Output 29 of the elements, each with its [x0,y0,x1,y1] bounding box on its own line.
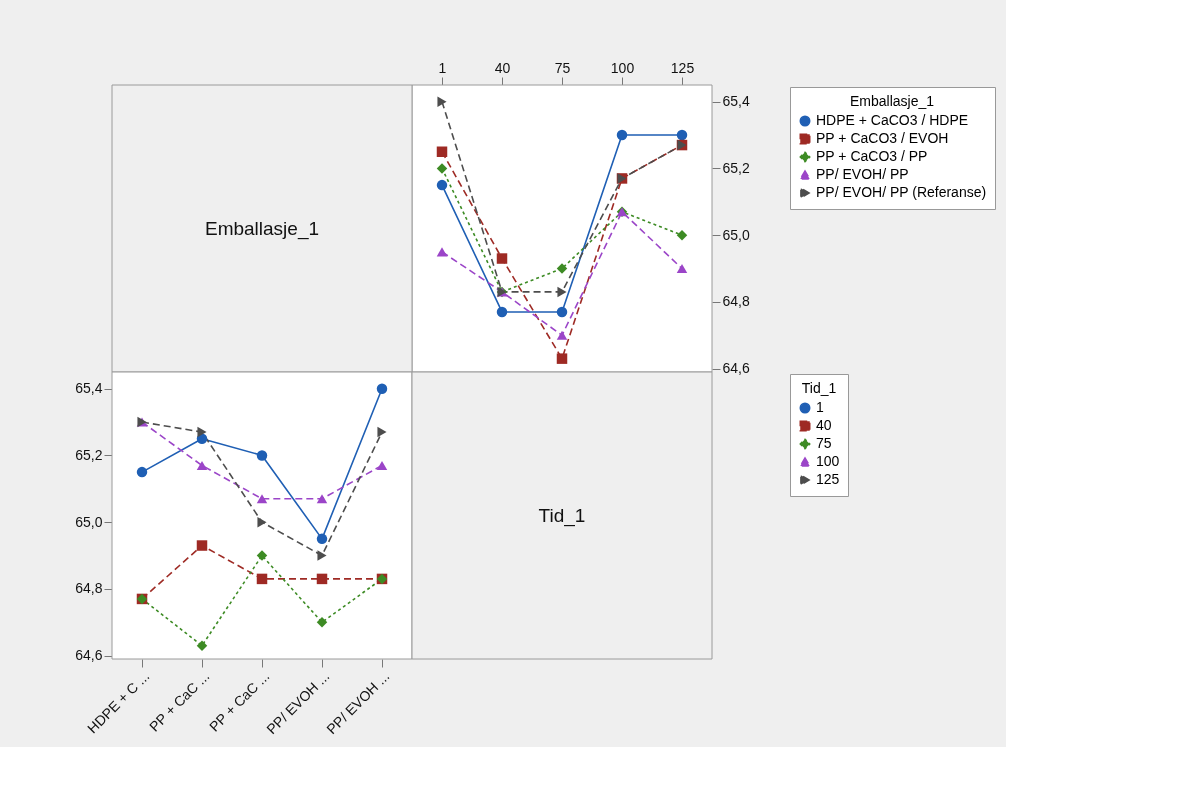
y-tick-label: 65,4 [722,93,750,110]
legend-label: 75 [816,435,832,451]
legend-label: 40 [816,417,832,433]
y-tick-label: 64,6 [722,360,750,377]
text: Tid_1 [538,504,586,527]
legend-title: Emballasje_1 [849,93,935,109]
y-tick-label: 65,2 [75,446,103,463]
y-tick-label: 64,8 [75,580,103,597]
y-tick-label: 65,2 [722,159,750,176]
y-tick-label: 65,0 [75,513,103,530]
legend-label: 125 [816,471,840,487]
x-tick-label: 1 [438,59,447,76]
legend-label: PP + CaCO3 / EVOH [816,130,949,146]
y-tick-label: 65,4 [75,380,103,397]
text: Emballasje_1 [204,217,320,240]
y-tick-label: 65,0 [722,226,750,243]
y-tick-label: 64,6 [75,647,103,664]
legend-label: 100 [816,453,840,469]
x-tick-label: 125 [670,59,695,76]
legend-label: 1 [816,399,824,415]
legend-label: PP/ EVOH/ PP [816,166,909,182]
y-tick-label: 64,8 [722,293,750,310]
legend-title: Tid_1 [801,380,837,396]
legend-label: HDPE + CaCO3 / HDPE [816,112,969,128]
x-tick-label: 75 [554,59,571,76]
x-tick-label: 40 [494,59,511,76]
x-tick-label: 100 [610,59,635,76]
legend-label: PP + CaCO3 / PP [816,148,928,164]
legend-label: PP/ EVOH/ PP (Referanse) [816,184,987,200]
